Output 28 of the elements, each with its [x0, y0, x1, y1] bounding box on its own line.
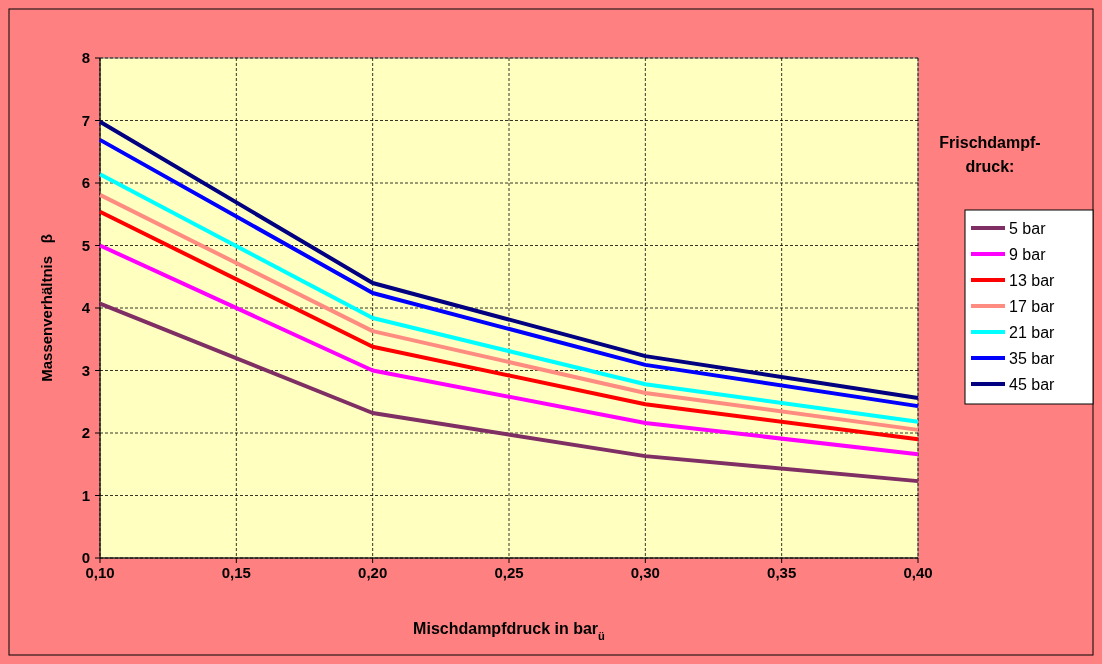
x-tick-label: 0,30 — [630, 564, 660, 581]
y-tick-label: 8 — [81, 49, 90, 66]
y-tick-label: 5 — [81, 236, 90, 254]
x-axis-title: Mischdampfdruck in bar$_{ü}$ — [413, 620, 606, 642]
y-tick-label: 7 — [81, 111, 90, 129]
x-tick-label: 0,15 — [221, 564, 251, 581]
x-tick-label: 0,40 — [903, 564, 933, 581]
y-tick-label: 2 — [81, 424, 90, 441]
line-series — [98, 243, 920, 457]
x-tick-label: 0,20 — [358, 564, 388, 581]
legend-label: 13 bar — [1009, 272, 1056, 289]
line-series — [98, 301, 920, 484]
legend-label: 45 bar — [1009, 376, 1056, 393]
x-tick-label: 0,10 — [85, 564, 115, 581]
legend-label: 17 bar — [1009, 298, 1056, 315]
y-axis-title: Massenverhältnis β — [38, 234, 55, 382]
x-tick-label: 0,25 — [494, 564, 524, 581]
legend-label: 35 bar — [1009, 350, 1056, 367]
y-tick-label: 1 — [81, 486, 90, 504]
y-tick-label: 4 — [81, 299, 91, 316]
legend-title: Frischdampf-druck: — [939, 134, 1041, 175]
legend-label: 9 bar — [1009, 246, 1047, 263]
y-tick-label: 6 — [81, 174, 90, 191]
legend-label: 5 bar — [1009, 220, 1047, 237]
y-tick-label: 3 — [81, 361, 90, 379]
legend-label: 21 bar — [1009, 324, 1056, 341]
x-tick-label: 0,35 — [767, 564, 797, 581]
y-tick-label: 0 — [81, 549, 90, 566]
